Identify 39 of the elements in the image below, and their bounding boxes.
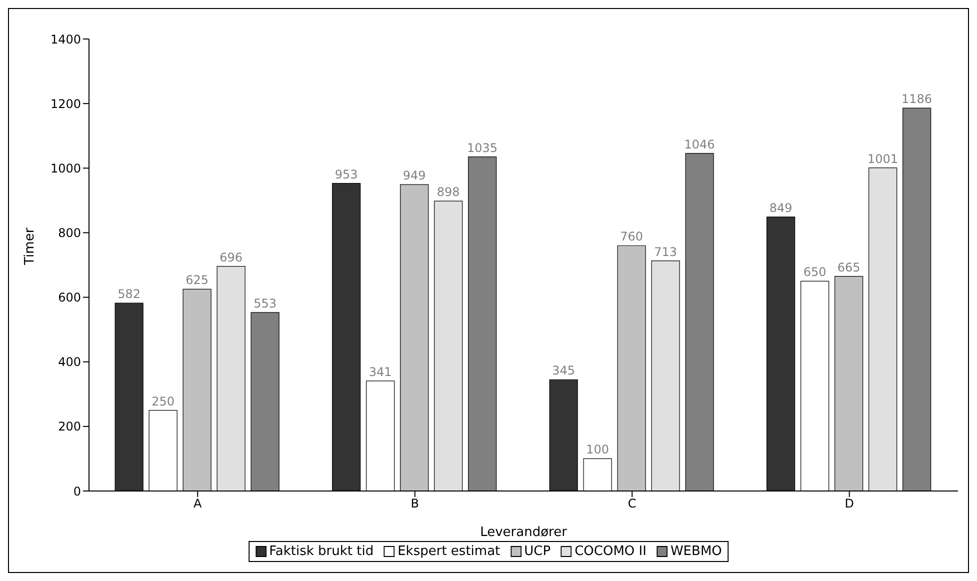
legend-label: Faktisk brukt tid xyxy=(269,544,374,559)
data-label: 250 xyxy=(152,394,175,408)
data-label: 650 xyxy=(803,265,826,280)
data-label: 1046 xyxy=(684,137,715,152)
data-label: 1186 xyxy=(902,92,932,106)
data-label: 696 xyxy=(220,250,243,264)
data-label: 625 xyxy=(186,273,209,288)
data-label: 760 xyxy=(620,230,644,244)
x-axis-title: Leverandører xyxy=(480,525,568,540)
y-tick-label: 0 xyxy=(73,484,81,498)
y-axis-title: Timer xyxy=(22,227,38,266)
y-tick-label: 600 xyxy=(58,290,81,305)
data-label: 1035 xyxy=(467,140,498,155)
data-label: 553 xyxy=(254,296,277,310)
legend-label: UCP xyxy=(524,544,551,559)
legend-label: COCOMO II xyxy=(574,544,646,559)
x-tick-label: A xyxy=(194,496,203,511)
data-label: 953 xyxy=(334,167,358,182)
data-label: 949 xyxy=(402,168,426,183)
legend-label: Ekspert estimat xyxy=(398,544,500,559)
data-label: 341 xyxy=(368,364,392,379)
y-tick-label: 1000 xyxy=(50,161,81,176)
x-tick-label: B xyxy=(410,496,419,511)
data-label: 582 xyxy=(118,287,141,302)
data-label: 849 xyxy=(769,200,792,215)
x-tick-label: D xyxy=(844,496,854,511)
y-tick-label: 800 xyxy=(58,226,81,240)
x-tick-label: C xyxy=(628,496,636,511)
legend-label: WEBMO xyxy=(670,544,722,559)
data-label: 100 xyxy=(586,442,610,457)
data-label: 345 xyxy=(552,364,576,378)
y-tick-label: 1400 xyxy=(50,32,81,46)
data-label: 713 xyxy=(654,244,678,259)
data-label: 665 xyxy=(837,260,860,274)
data-label: 898 xyxy=(436,185,460,200)
y-tick-label: 200 xyxy=(58,420,81,434)
y-tick-label: 1200 xyxy=(50,96,81,111)
data-label: 1001 xyxy=(868,152,898,166)
y-tick-label: 400 xyxy=(58,355,81,370)
